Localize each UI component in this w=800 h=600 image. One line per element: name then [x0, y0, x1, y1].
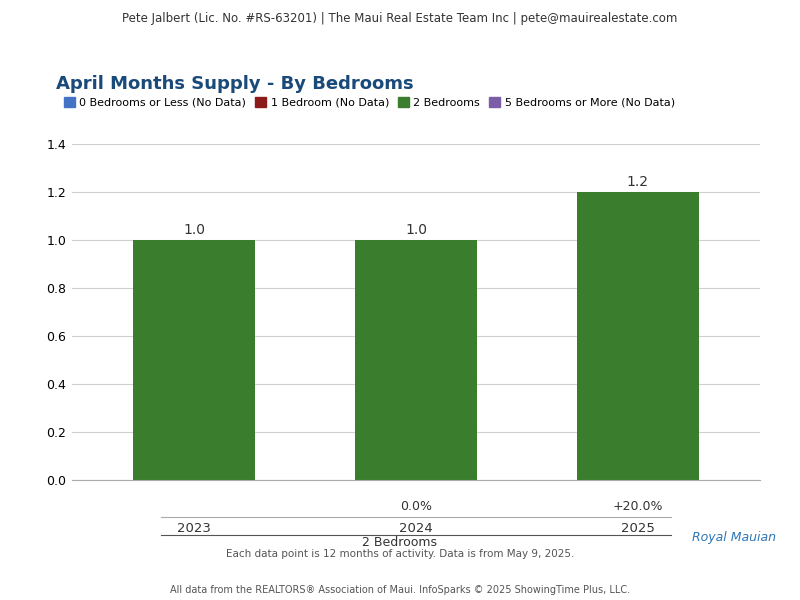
Text: 2024: 2024: [399, 521, 433, 535]
Text: Each data point is 12 months of activity. Data is from May 9, 2025.: Each data point is 12 months of activity…: [226, 549, 574, 559]
Text: April Months Supply - By Bedrooms: April Months Supply - By Bedrooms: [56, 75, 414, 93]
Text: 1.0: 1.0: [405, 223, 427, 237]
Bar: [133, 240, 255, 480]
Text: Royal Mauian: Royal Mauian: [692, 531, 776, 544]
Bar: [577, 192, 699, 480]
Text: 1.0: 1.0: [183, 223, 205, 237]
Text: 0.0%: 0.0%: [400, 500, 432, 514]
Text: Pete Jalbert (Lic. No. #RS-63201) | The Maui Real Estate Team Inc | pete@mauirea: Pete Jalbert (Lic. No. #RS-63201) | The …: [122, 11, 678, 25]
Legend: 0 Bedrooms or Less (No Data), 1 Bedroom (No Data), 2 Bedrooms, 5 Bedrooms or Mor: 0 Bedrooms or Less (No Data), 1 Bedroom …: [64, 97, 675, 108]
Text: 2 Bedrooms: 2 Bedrooms: [362, 536, 438, 550]
Text: 1.2: 1.2: [627, 175, 649, 189]
Text: All data from the REALTORS® Association of Maui. InfoSparks © 2025 ShowingTime P: All data from the REALTORS® Association …: [170, 585, 630, 595]
Text: 2023: 2023: [177, 521, 211, 535]
Bar: [355, 240, 477, 480]
Text: +20.0%: +20.0%: [613, 500, 663, 514]
Text: 2025: 2025: [621, 521, 655, 535]
